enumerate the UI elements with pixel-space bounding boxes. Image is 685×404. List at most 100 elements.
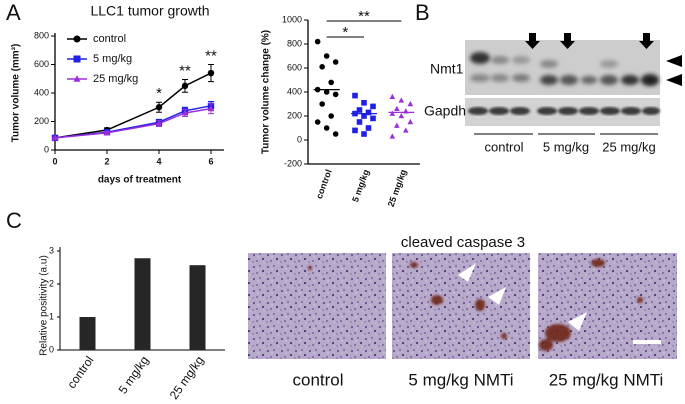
micrographs: cleaved caspase 3 control 5 mg/kg NMTi 2…	[248, 234, 677, 389]
chart-title: LLC1 tumor growth	[90, 3, 209, 19]
x-tick-label: 6	[208, 156, 213, 166]
marker	[73, 75, 81, 82]
band-label: Gapdh	[424, 103, 466, 119]
y-tick-label: 600	[34, 59, 49, 69]
y-tick-label: 3	[49, 245, 54, 255]
marker	[389, 93, 396, 100]
y-tick-label: 400	[287, 86, 302, 96]
x-axis-label: days of treatment	[98, 175, 182, 186]
y-tick-label: 800	[34, 30, 49, 40]
pointer-arrows	[458, 263, 661, 344]
significance-label: *	[342, 24, 348, 41]
micrograph-caption: control	[292, 370, 343, 389]
y-tick-label: 0	[49, 344, 54, 354]
y-tick-label: 1000	[282, 14, 302, 24]
marker	[323, 53, 330, 59]
marker	[207, 69, 215, 77]
marker	[73, 55, 81, 63]
marker	[319, 101, 325, 107]
marker	[103, 129, 111, 136]
micrograph-title: cleaved caspase 3	[401, 234, 525, 251]
panel-label: B	[415, 0, 430, 25]
group-label: control	[484, 139, 523, 154]
bar	[189, 265, 206, 350]
marker	[323, 125, 330, 131]
x-tick-label: 5 mg/kg	[350, 168, 371, 203]
marker	[352, 127, 358, 134]
bar	[79, 317, 96, 350]
marker	[370, 103, 376, 110]
y-tick-label: 2	[49, 278, 54, 288]
group-label: 25 mg/kg	[602, 139, 655, 154]
marker	[361, 100, 367, 106]
micrograph-caption: 25 mg/kg NMTi	[549, 370, 664, 389]
marker	[398, 97, 405, 103]
marker	[352, 92, 358, 99]
marker	[389, 133, 396, 139]
marker	[319, 64, 325, 70]
marker	[181, 109, 189, 116]
blot-bands	[468, 107, 660, 115]
marker	[155, 120, 163, 127]
marker	[407, 118, 414, 125]
marker	[328, 79, 334, 86]
marker	[155, 104, 163, 111]
y-axis-label: Tumor volume change (%)	[261, 30, 272, 154]
micrograph	[248, 253, 386, 359]
significance-label: **	[358, 8, 370, 25]
marker	[332, 91, 339, 98]
marker	[207, 105, 215, 112]
marker	[365, 109, 372, 116]
legend-label: 25 mg/kg	[93, 73, 138, 85]
series-line	[54, 107, 212, 139]
legend-label: 5 mg/kg	[93, 53, 132, 65]
blot-membrane	[465, 40, 660, 95]
marker	[398, 112, 405, 119]
marker	[314, 119, 321, 125]
stain-spots	[308, 259, 643, 351]
marker	[332, 131, 339, 137]
marker	[314, 38, 321, 45]
x-tick-label: 25 mg/kg	[386, 168, 409, 208]
y-axis-label: Relative positivity (a.u)	[39, 255, 50, 356]
x-tick-label: 25 mg/kg	[167, 354, 207, 402]
significance-label: **	[179, 62, 191, 79]
y-tick-label: 1	[49, 311, 54, 321]
marker	[361, 131, 367, 137]
y-tick-label: 200	[34, 116, 49, 126]
marker	[323, 89, 330, 95]
x-tick-label: 2	[104, 156, 109, 166]
x-tick-label: 5 mg/kg	[116, 354, 152, 397]
marker	[328, 113, 334, 119]
panel-label: C	[6, 208, 22, 233]
marker	[365, 125, 372, 131]
y-tick-label: -200	[284, 158, 302, 168]
significance-label: *	[156, 85, 162, 102]
marker	[181, 82, 189, 90]
marker	[361, 113, 367, 119]
x-tick-label: control	[64, 354, 96, 392]
y-axis-label: Tumor volume (mm³)	[11, 44, 22, 143]
marker	[356, 107, 363, 113]
y-tick-label: 200	[287, 110, 302, 120]
y-tick-label: 600	[287, 62, 302, 72]
y-tick-label: 400	[34, 87, 49, 97]
y-tick-label: 0	[44, 144, 49, 154]
panel-label: A	[6, 0, 21, 25]
x-tick-label: 4	[156, 156, 161, 166]
micrograph	[392, 253, 530, 359]
marker	[407, 100, 414, 107]
band-label: Nmt1	[430, 61, 464, 77]
bar	[134, 258, 151, 350]
marker	[51, 134, 59, 141]
marker	[332, 59, 339, 65]
marker	[370, 115, 376, 122]
blot-arrows	[525, 33, 682, 86]
western-blot: Nmt1 Gapdh control 5 mg/kg 25 mg/kg	[424, 33, 682, 154]
marker	[394, 122, 400, 128]
marker	[389, 110, 396, 116]
x-tick-label: 0	[52, 156, 57, 166]
marker	[403, 127, 409, 133]
